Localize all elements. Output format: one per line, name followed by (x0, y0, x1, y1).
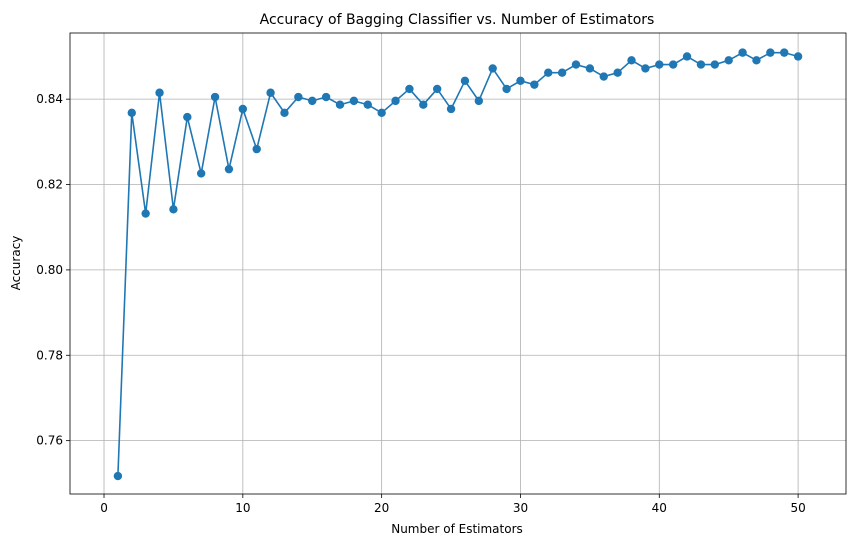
data-point (196, 169, 206, 178)
data-point (488, 64, 497, 73)
data-point (183, 112, 192, 122)
x-tick-label: 40 (652, 501, 667, 515)
data-point (294, 92, 303, 102)
data-point (571, 60, 581, 69)
data-point (141, 209, 150, 218)
data-point (585, 64, 595, 73)
data-point (210, 92, 220, 102)
data-point (419, 100, 428, 109)
grid-lines (70, 33, 846, 494)
data-point (266, 88, 275, 97)
plot-frame (69, 32, 847, 495)
y-tick-label: 0.78 (36, 348, 63, 362)
data-point (710, 60, 720, 69)
data-point (793, 52, 803, 61)
data-point (516, 76, 525, 86)
data-point (363, 100, 372, 109)
data-point (391, 96, 400, 106)
data-point (224, 164, 234, 174)
data-point (696, 60, 706, 69)
data-point (682, 52, 692, 61)
data-point (738, 48, 747, 57)
data-point (655, 60, 664, 69)
data-point (544, 68, 553, 77)
data-point (780, 48, 789, 57)
data-point (766, 48, 775, 57)
data-point (641, 64, 650, 73)
data-point (474, 96, 484, 106)
data-point (308, 96, 317, 106)
data-point (752, 56, 761, 65)
data-point (557, 68, 567, 77)
y-tick-label: 0.82 (36, 178, 63, 192)
chart-title: Accuracy of Bagging Classifier vs. Numbe… (260, 12, 655, 28)
data-point (127, 108, 136, 118)
data-point (460, 76, 470, 86)
data-point (280, 108, 289, 118)
data-point (530, 80, 539, 89)
y-tick-label: 0.80 (36, 263, 63, 277)
y-tick-label: 0.76 (36, 434, 63, 448)
data-point (627, 56, 636, 65)
data-point (599, 72, 608, 81)
x-tick-label: 50 (790, 501, 805, 515)
data-point (321, 92, 331, 102)
data-point (446, 104, 456, 114)
data-point (335, 100, 345, 109)
data-point (252, 144, 261, 154)
data-point (613, 68, 622, 77)
x-axis-ticks: 0 10 20 30 40 50 (100, 494, 806, 515)
data-point (405, 84, 414, 94)
x-tick-label: 10 (235, 501, 250, 515)
y-tick-label: 0.84 (36, 92, 63, 106)
x-tick-label: 30 (513, 501, 528, 515)
data-point (155, 88, 164, 97)
data-point (113, 471, 123, 481)
data-point (432, 84, 442, 94)
x-axis-label: Number of Estimators (391, 522, 523, 536)
data-point (502, 84, 511, 94)
series-line (117, 51, 799, 477)
data-point (349, 96, 359, 106)
y-axis-ticks: 0.76 0.78 0.80 0.82 0.84 (36, 92, 70, 448)
data-point (238, 104, 248, 114)
x-tick-label: 20 (374, 501, 389, 515)
data-point (169, 205, 178, 214)
series-accuracy (113, 48, 803, 481)
data-point (724, 56, 733, 65)
y-axis-label: Accuracy (9, 236, 23, 291)
data-point (377, 108, 386, 118)
x-tick-label: 0 (100, 501, 108, 515)
data-point (668, 60, 678, 69)
